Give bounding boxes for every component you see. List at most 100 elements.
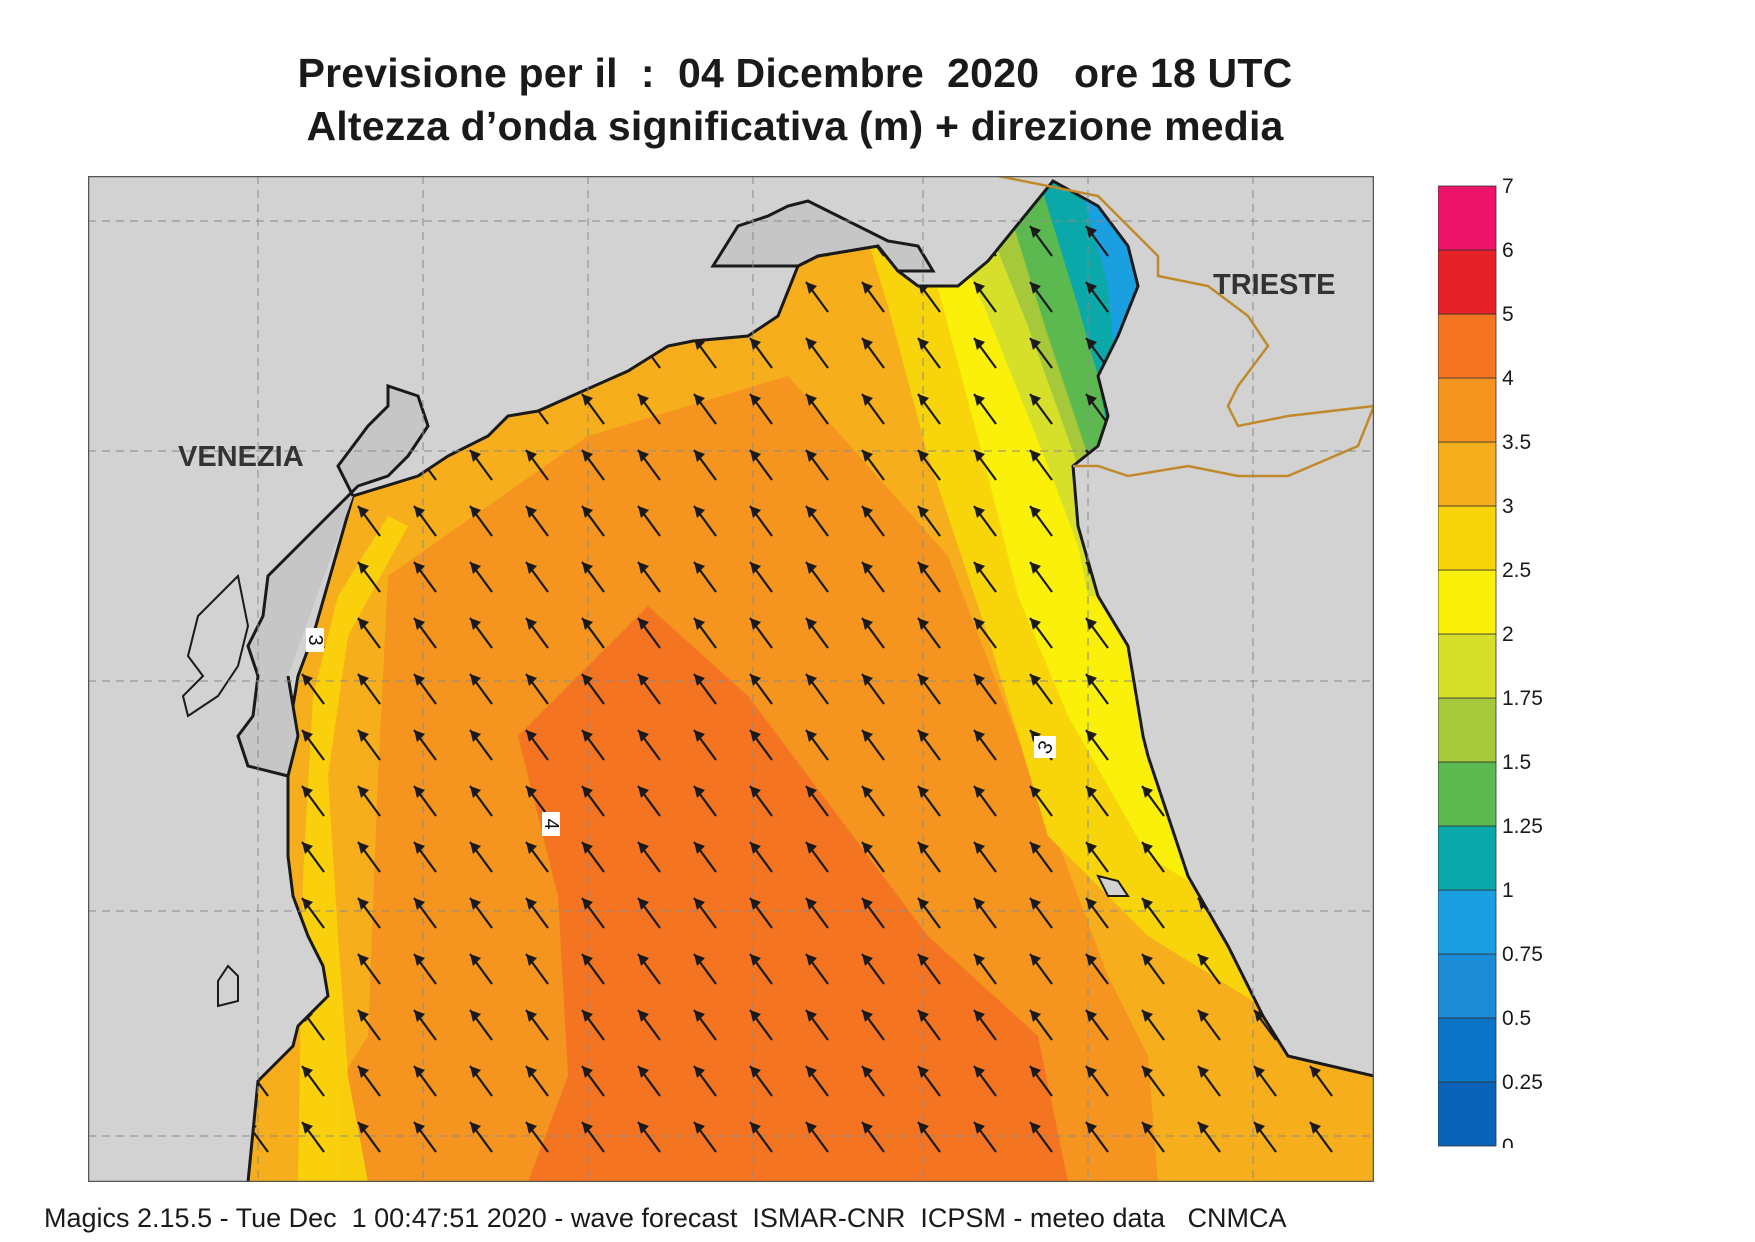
wave-arrow	[581, 617, 605, 649]
wave-arrow	[413, 1121, 437, 1153]
legend-tick-label: 6	[1502, 239, 1514, 262]
wave-arrow	[805, 1009, 829, 1041]
wave-arrow	[1085, 729, 1109, 761]
wave-arrow	[805, 729, 829, 761]
legend-tick-label: 2.5	[1502, 559, 1531, 582]
wave-arrow	[1029, 673, 1053, 705]
wave-arrow	[1029, 841, 1053, 873]
wave-arrow	[805, 897, 829, 929]
wave-arrow	[1141, 897, 1165, 929]
legend-tick-label: 5	[1502, 303, 1514, 326]
wave-arrow	[1309, 1121, 1333, 1153]
wave-arrow	[973, 281, 997, 313]
legend-color-box	[1438, 1017, 1497, 1083]
wave-arrow	[525, 617, 549, 649]
wave-arrow	[1197, 1065, 1221, 1097]
legend-tick-label: 1.5	[1502, 751, 1531, 774]
wave-arrow	[861, 841, 885, 873]
wave-arrow	[749, 505, 773, 537]
wave-arrow	[861, 1009, 885, 1041]
wave-arrow	[637, 449, 661, 481]
legend-tick-label: 2	[1502, 623, 1514, 646]
wave-arrow	[637, 505, 661, 537]
wave-arrow	[525, 1065, 549, 1097]
wave-arrow	[413, 617, 437, 649]
wave-arrow	[1197, 953, 1221, 985]
wave-arrow	[1141, 785, 1165, 817]
wave-arrow	[1029, 953, 1053, 985]
wave-arrow	[1029, 1065, 1053, 1097]
wave-arrow	[693, 1121, 717, 1153]
wave-arrow	[1029, 393, 1053, 425]
wave-arrow	[1029, 617, 1053, 649]
wave-arrow	[469, 729, 493, 761]
wave-arrow	[1141, 1009, 1165, 1041]
color-legend: 0 0.25 0.5 0.75 1 1.25 1.5 1.75 2 2.5 3 3.5 4 5 6 7	[1438, 178, 1543, 1148]
legend-color-box	[1438, 633, 1497, 699]
wave-arrow	[861, 729, 885, 761]
wave-arrow	[917, 953, 941, 985]
wave-arrow	[749, 393, 773, 425]
wave-arrow	[637, 617, 661, 649]
wave-arrow	[693, 953, 717, 985]
country-border	[997, 176, 1374, 478]
wave-arrow	[1085, 617, 1109, 649]
wave-arrow	[973, 897, 997, 929]
wave-arrow	[973, 449, 997, 481]
wave-arrow	[973, 1009, 997, 1041]
wave-arrow	[413, 897, 437, 929]
legend-color-box	[1438, 825, 1497, 891]
wave-arrow	[861, 785, 885, 817]
svg-text:4: 4	[540, 818, 562, 829]
wave-arrow	[749, 841, 773, 873]
wave-arrow	[693, 785, 717, 817]
wave-arrow	[1029, 1121, 1053, 1153]
wave-arrow	[581, 393, 605, 425]
wave-arrow	[357, 617, 381, 649]
wave-arrow	[637, 1065, 661, 1097]
wave-arrow	[805, 953, 829, 985]
wave-arrow	[357, 1009, 381, 1041]
wave-arrow	[1085, 785, 1109, 817]
contour-label: 3	[1034, 736, 1058, 758]
wave-arrow	[357, 729, 381, 761]
wave-arrow	[413, 1065, 437, 1097]
wave-arrow	[917, 393, 941, 425]
wave-arrow	[581, 785, 605, 817]
gulf-of-trieste-shore	[710, 199, 936, 273]
footer-credits: Magics 2.15.5 - Tue Dec 1 00:47:51 2020 …	[44, 1203, 1287, 1233]
wave-height-map: 3 3 4 VENEZIA TRIESTE	[88, 176, 1374, 1182]
wave-arrow	[1253, 1065, 1277, 1097]
wave-arrow	[469, 673, 493, 705]
wave-arrow	[1085, 841, 1109, 873]
wave-arrow	[861, 337, 885, 369]
wave-arrow	[749, 785, 773, 817]
wave-arrow	[1085, 1121, 1109, 1153]
wave-arrow	[525, 1121, 549, 1153]
wave-arrow	[861, 281, 885, 313]
wave-arrow	[469, 897, 493, 929]
wave-arrow	[749, 729, 773, 761]
wave-arrow	[917, 729, 941, 761]
wave-arrow	[917, 1065, 941, 1097]
wave-arrow	[581, 841, 605, 873]
wave-arrow	[749, 617, 773, 649]
legend-color-box	[1438, 697, 1497, 763]
legend-tick-label: 4	[1502, 367, 1514, 390]
legend-color-box	[1438, 889, 1497, 955]
wave-arrow	[1197, 1121, 1221, 1153]
wave-arrow	[525, 953, 549, 985]
wave-arrow	[581, 1065, 605, 1097]
wave-arrow	[357, 785, 381, 817]
wave-arrow	[525, 897, 549, 929]
wave-arrow	[973, 393, 997, 425]
wave-arrow	[973, 953, 997, 985]
wave-arrow	[861, 673, 885, 705]
wave-arrow	[581, 897, 605, 929]
wave-arrow	[301, 673, 325, 705]
wave-arrow	[693, 337, 717, 369]
wave-arrow	[525, 841, 549, 873]
wave-arrow	[637, 393, 661, 425]
wave-arrow	[805, 617, 829, 649]
wave-arrow	[1085, 1065, 1109, 1097]
